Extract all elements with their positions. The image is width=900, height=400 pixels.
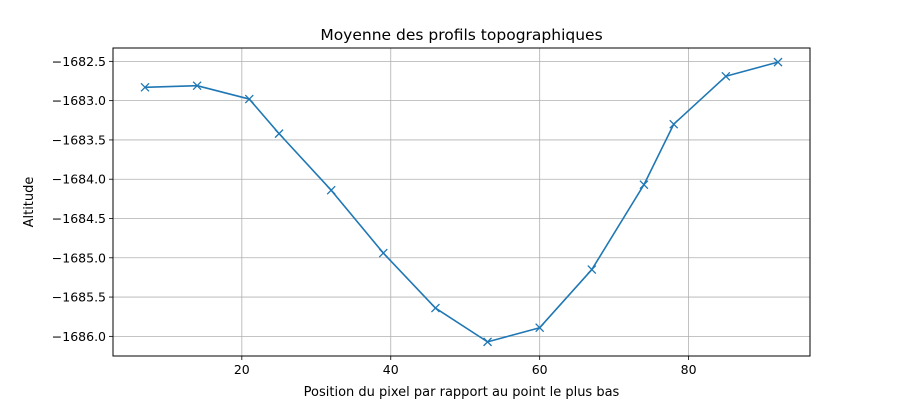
marker-stroke [773, 57, 783, 67]
y-tick-label: −1685.0 [52, 250, 106, 265]
marker-stroke [535, 323, 545, 333]
grid-layer [113, 48, 810, 356]
x-tick-label: 20 [234, 362, 250, 377]
marker-stroke [587, 265, 597, 275]
data-point [140, 82, 150, 92]
data-point [378, 248, 388, 258]
marker-stroke [326, 185, 336, 195]
marker-stroke [274, 129, 284, 139]
y-axis-label: Altitude [22, 177, 37, 228]
data-point [535, 323, 545, 333]
data-point [669, 119, 679, 129]
chart-title: Moyenne des profils topographiques [320, 26, 602, 44]
data-point [773, 57, 783, 67]
series-line [144, 61, 779, 343]
data-point [274, 129, 284, 139]
data-point [587, 265, 597, 275]
marker-stroke [669, 119, 679, 129]
y-tick-label: −1686.0 [52, 329, 106, 344]
x-axis-label: Position du pixel par rapport au point l… [304, 385, 620, 400]
x-tick-label: 40 [383, 362, 399, 377]
tick-layer: 20 40 60 80 −1682.5 −1683.0 −1683.5 −1684.0 −168… [52, 54, 697, 377]
y-tick-label: −1685.5 [52, 290, 106, 305]
x-tick-label: 80 [681, 362, 697, 377]
data-point [483, 337, 493, 347]
data-point [244, 94, 254, 104]
data-point [326, 185, 336, 195]
marker-stroke [378, 248, 388, 258]
y-tick-label: −1682.5 [52, 54, 106, 69]
y-tick-label: −1684.5 [52, 211, 106, 226]
y-tick-label: −1683.5 [52, 132, 106, 147]
marker-stroke [244, 94, 254, 104]
data-point [192, 81, 202, 91]
marker-stroke [140, 82, 150, 92]
marker-stroke [721, 71, 731, 81]
x-tick-label: 60 [532, 362, 548, 377]
data-point [721, 71, 731, 81]
y-tick-label: −1683.0 [52, 93, 106, 108]
marker-stroke [639, 180, 649, 190]
y-tick-label: −1684.0 [52, 172, 106, 187]
marker-stroke [192, 81, 202, 91]
data-point [430, 303, 440, 313]
data-point [639, 180, 649, 190]
marker-stroke [430, 303, 440, 313]
plot-frame [112, 47, 811, 357]
marker-stroke [483, 337, 493, 347]
series-layer [140, 57, 783, 347]
